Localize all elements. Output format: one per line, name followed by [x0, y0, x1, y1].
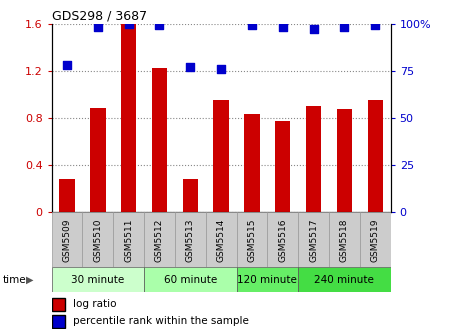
- FancyBboxPatch shape: [298, 212, 329, 267]
- Point: [310, 27, 317, 32]
- FancyBboxPatch shape: [52, 298, 65, 311]
- FancyBboxPatch shape: [237, 267, 298, 292]
- Bar: [306, 106, 321, 212]
- Point: [217, 66, 224, 71]
- Text: GSM5514: GSM5514: [216, 218, 226, 262]
- FancyBboxPatch shape: [267, 212, 298, 267]
- Point: [248, 23, 255, 28]
- Point: [94, 25, 101, 30]
- Point: [372, 23, 379, 28]
- Text: ▶: ▶: [26, 275, 34, 285]
- Bar: [59, 179, 75, 212]
- Text: GSM5517: GSM5517: [309, 218, 318, 262]
- Bar: [183, 179, 198, 212]
- FancyBboxPatch shape: [298, 267, 391, 292]
- Bar: [90, 108, 106, 212]
- Bar: [244, 114, 260, 212]
- Text: GSM5518: GSM5518: [340, 218, 349, 262]
- Text: GDS298 / 3687: GDS298 / 3687: [52, 9, 147, 23]
- Point: [341, 25, 348, 30]
- Point: [156, 23, 163, 28]
- FancyBboxPatch shape: [83, 212, 113, 267]
- Bar: [121, 24, 136, 212]
- Bar: [337, 110, 352, 212]
- FancyBboxPatch shape: [360, 212, 391, 267]
- Text: GSM5510: GSM5510: [93, 218, 102, 262]
- Text: log ratio: log ratio: [73, 299, 116, 309]
- FancyBboxPatch shape: [52, 267, 144, 292]
- Text: percentile rank within the sample: percentile rank within the sample: [73, 316, 249, 326]
- Bar: [213, 100, 229, 212]
- FancyBboxPatch shape: [144, 267, 237, 292]
- Text: GSM5519: GSM5519: [371, 218, 380, 262]
- Text: 30 minute: 30 minute: [71, 275, 124, 285]
- Point: [63, 62, 70, 68]
- Text: GSM5515: GSM5515: [247, 218, 256, 262]
- FancyBboxPatch shape: [206, 212, 237, 267]
- Text: 120 minute: 120 minute: [238, 275, 297, 285]
- Bar: [368, 100, 383, 212]
- Text: 240 minute: 240 minute: [314, 275, 374, 285]
- Text: 60 minute: 60 minute: [164, 275, 217, 285]
- Text: GSM5513: GSM5513: [186, 218, 195, 262]
- Point: [125, 21, 132, 26]
- FancyBboxPatch shape: [144, 212, 175, 267]
- Bar: [152, 68, 167, 212]
- FancyBboxPatch shape: [113, 212, 144, 267]
- Point: [279, 25, 286, 30]
- Point: [187, 64, 194, 70]
- FancyBboxPatch shape: [175, 212, 206, 267]
- Text: GSM5511: GSM5511: [124, 218, 133, 262]
- Bar: [275, 121, 291, 212]
- FancyBboxPatch shape: [52, 315, 65, 328]
- Text: time: time: [2, 275, 26, 285]
- FancyBboxPatch shape: [329, 212, 360, 267]
- Text: GSM5512: GSM5512: [155, 218, 164, 262]
- Text: GSM5509: GSM5509: [62, 218, 71, 262]
- FancyBboxPatch shape: [237, 212, 267, 267]
- FancyBboxPatch shape: [52, 212, 83, 267]
- Text: GSM5516: GSM5516: [278, 218, 287, 262]
